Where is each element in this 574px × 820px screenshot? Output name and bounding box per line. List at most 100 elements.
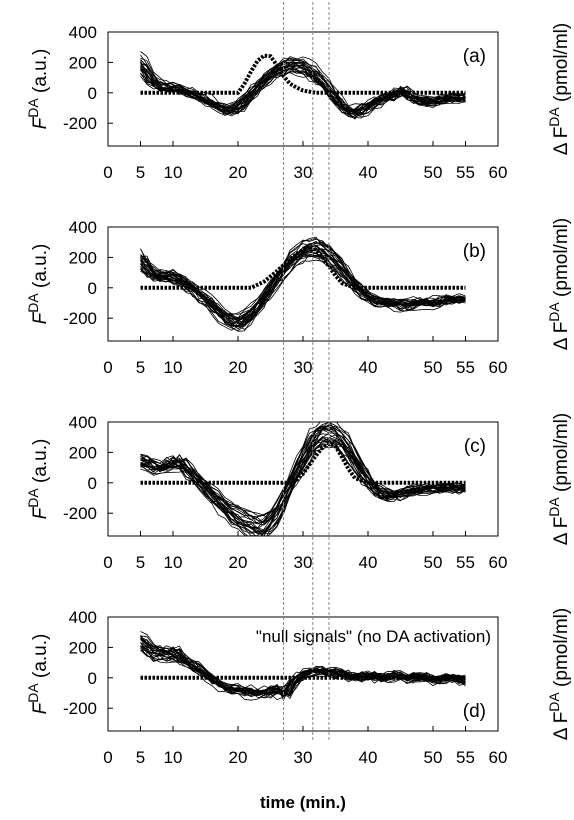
ylabel-unit: (pmol/ml) bbox=[551, 413, 572, 497]
x-tick-label: 60 bbox=[489, 163, 508, 182]
ylabel-unit: (a.u.) bbox=[30, 634, 51, 684]
x-tick-label: 0 bbox=[103, 748, 112, 767]
trace-line bbox=[140, 422, 466, 536]
x-tick-label: 60 bbox=[489, 553, 508, 572]
reference-dotted-line bbox=[140, 243, 466, 290]
trace-line bbox=[140, 425, 466, 535]
trace-line bbox=[140, 64, 466, 118]
y-axis-label-left: FDA (a.u.) bbox=[25, 439, 51, 520]
x-tick-label: 0 bbox=[103, 553, 112, 572]
panel-label: (a) bbox=[463, 46, 486, 67]
trace-line bbox=[140, 61, 466, 114]
x-tick-label: 55 bbox=[456, 553, 475, 572]
x-tick-label: 55 bbox=[456, 358, 475, 377]
x-tick-label: 20 bbox=[229, 358, 248, 377]
ylabel-symbol: F bbox=[30, 311, 51, 324]
trace-line bbox=[140, 245, 466, 330]
y-tick-label: 0 bbox=[88, 279, 97, 298]
x-axis-label: time (min.) bbox=[260, 793, 346, 812]
plot-area bbox=[140, 422, 466, 536]
ylabel-symbol: F bbox=[30, 701, 51, 714]
trace-line bbox=[140, 243, 466, 332]
x-tick-label: 60 bbox=[489, 748, 508, 767]
x-tick-label: 30 bbox=[294, 358, 313, 377]
x-tick-label: 40 bbox=[359, 748, 378, 767]
x-tick-label: 50 bbox=[424, 748, 443, 767]
ylabel-unit: (a.u.) bbox=[30, 439, 51, 489]
ylabel-unit: (pmol/ml) bbox=[551, 608, 572, 692]
trace-line bbox=[140, 631, 466, 696]
x-tick-label: 40 bbox=[359, 163, 378, 182]
reference-dotted-line bbox=[140, 441, 466, 485]
y-tick-label: 200 bbox=[69, 443, 97, 462]
x-tick-label: 20 bbox=[229, 748, 248, 767]
ylabel-symbol: Δ F bbox=[551, 127, 572, 156]
x-tick-label: 20 bbox=[229, 553, 248, 572]
x-tick-label: 50 bbox=[424, 553, 443, 572]
ylabel-unit: (a.u.) bbox=[30, 49, 51, 99]
ylabel-symbol: Δ F bbox=[551, 712, 572, 741]
y-axis-label-right: Δ FDA (pmol/ml) bbox=[546, 218, 572, 350]
x-tick-label: 5 bbox=[136, 163, 145, 182]
x-tick-label: 5 bbox=[136, 358, 145, 377]
plot-area bbox=[140, 236, 466, 332]
y-tick-label: 400 bbox=[69, 413, 97, 432]
trace-line bbox=[140, 645, 466, 696]
y-tick-label: 400 bbox=[69, 608, 97, 627]
x-tick-label: 5 bbox=[136, 553, 145, 572]
y-tick-label: 200 bbox=[69, 248, 97, 267]
x-tick-label: 10 bbox=[164, 553, 183, 572]
trace-line bbox=[140, 65, 466, 114]
x-tick-label: 50 bbox=[424, 358, 443, 377]
ylabel-unit: (a.u.) bbox=[30, 244, 51, 294]
y-tick-label: 200 bbox=[69, 638, 97, 657]
trace-line bbox=[140, 424, 466, 533]
y-tick-label: 400 bbox=[69, 23, 97, 42]
axes-box bbox=[107, 421, 499, 537]
trace-line bbox=[140, 422, 466, 536]
ylabel-unit: (pmol/ml) bbox=[551, 23, 572, 107]
y-axis-label-left: FDA (a.u.) bbox=[25, 244, 51, 325]
x-tick-label: 5 bbox=[136, 748, 145, 767]
trace-line bbox=[140, 426, 466, 534]
x-tick-label: 55 bbox=[456, 748, 475, 767]
x-tick-label: 20 bbox=[229, 163, 248, 182]
ylabel-symbol: Δ F bbox=[551, 322, 572, 351]
panel-label: (d) bbox=[463, 701, 486, 722]
x-tick-label: 55 bbox=[456, 163, 475, 182]
y-tick-label: -200 bbox=[63, 114, 97, 133]
x-tick-label: 0 bbox=[103, 358, 112, 377]
trace-line bbox=[140, 253, 466, 319]
y-tick-label: 0 bbox=[88, 84, 97, 103]
x-tick-label: 50 bbox=[424, 163, 443, 182]
x-tick-label: 30 bbox=[294, 748, 313, 767]
panel-label: (b) bbox=[463, 241, 486, 262]
y-tick-label: -200 bbox=[63, 699, 97, 718]
ylabel-superscript: DA bbox=[546, 302, 562, 322]
trace-line bbox=[140, 642, 466, 698]
ylabel-superscript: DA bbox=[25, 683, 41, 703]
ylabel-superscript: DA bbox=[25, 293, 41, 313]
trace-line bbox=[140, 426, 466, 533]
y-tick-label: 0 bbox=[88, 474, 97, 493]
y-tick-label: 200 bbox=[69, 53, 97, 72]
ylabel-superscript: DA bbox=[546, 107, 562, 127]
trace-line bbox=[140, 72, 466, 112]
panel-d: 0 5 10 20 30 40 50 55 60 -200 0 200 400 (d) "null sign… bbox=[25, 608, 572, 767]
y-axis-label-right: Δ FDA (pmol/ml) bbox=[546, 608, 572, 740]
ylabel-symbol: F bbox=[30, 116, 51, 129]
ylabel-symbol: Δ F bbox=[551, 517, 572, 546]
x-tick-label: 60 bbox=[489, 358, 508, 377]
y-axis-label-left: FDA (a.u.) bbox=[25, 49, 51, 130]
ylabel-unit: (pmol/ml) bbox=[551, 218, 572, 302]
reference-dotted-line bbox=[140, 53, 466, 95]
plot-area bbox=[140, 51, 466, 120]
y-tick-label: -200 bbox=[63, 309, 97, 328]
trace-line bbox=[140, 51, 466, 117]
plot-area bbox=[140, 631, 466, 702]
x-tick-label: 30 bbox=[294, 163, 313, 182]
